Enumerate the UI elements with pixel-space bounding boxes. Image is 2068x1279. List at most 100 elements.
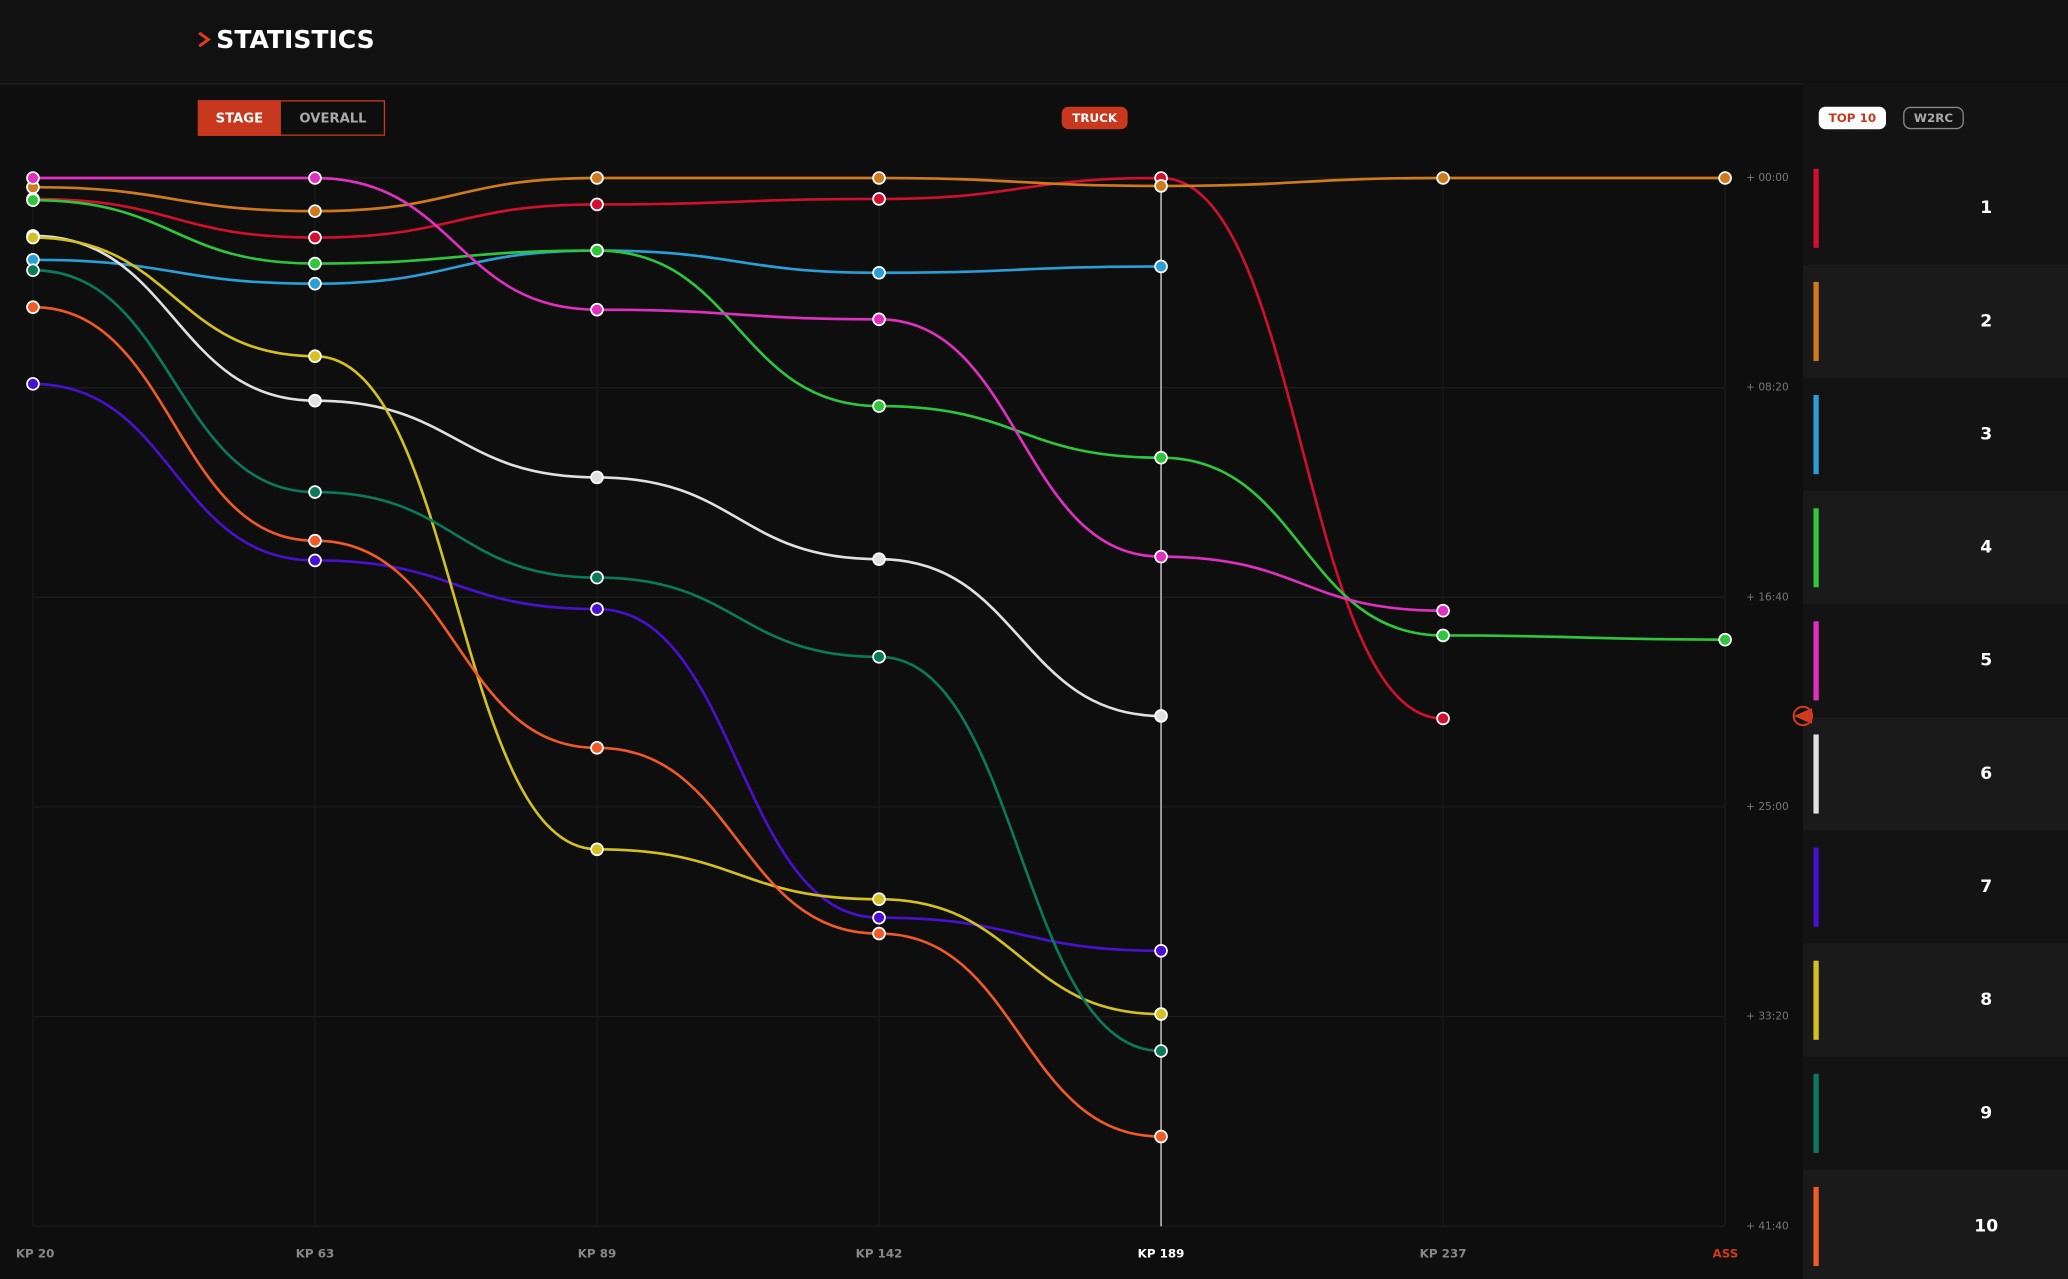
data-point bbox=[308, 393, 322, 408]
data-point bbox=[26, 300, 40, 314]
data-point bbox=[308, 171, 322, 185]
legend-row bbox=[1802, 830, 2068, 944]
header-bar bbox=[0, 0, 2068, 84]
data-point bbox=[590, 243, 604, 258]
top-label: TOP 10 bbox=[1829, 111, 1877, 125]
page-title: STATISTICS bbox=[216, 25, 374, 54]
data-point bbox=[1718, 171, 1732, 185]
legend-swatch bbox=[1813, 1073, 1819, 1153]
data-point bbox=[308, 204, 322, 218]
data-point bbox=[872, 192, 886, 206]
y-tick-label: + 00:00 bbox=[1746, 172, 1789, 184]
plot: + 00:00 + 08:20 + 16:40 + 25:00 + 33:20 + 41:… bbox=[16, 171, 1789, 1260]
legend-swatch bbox=[1813, 960, 1819, 1040]
data-point bbox=[590, 741, 604, 755]
data-point bbox=[1154, 1129, 1168, 1144]
legend-label: 10 bbox=[1974, 1216, 1998, 1236]
legend-row bbox=[1802, 943, 2068, 1057]
data-point bbox=[308, 553, 322, 568]
data-point bbox=[308, 256, 322, 271]
data-point bbox=[872, 926, 886, 941]
title-chevron bbox=[198, 31, 211, 48]
data-point bbox=[590, 470, 604, 485]
x-tick-label: KP 20 bbox=[16, 1246, 55, 1260]
data-point bbox=[26, 230, 40, 245]
legend-label: 9 bbox=[1980, 1103, 1992, 1123]
data-point bbox=[590, 171, 604, 185]
data-point bbox=[1154, 1044, 1168, 1058]
data-point bbox=[1154, 259, 1168, 274]
y-tick-label: + 16:40 bbox=[1746, 591, 1789, 603]
legend-label: 2 bbox=[1980, 311, 1992, 331]
y-tick-label: + 41:40 bbox=[1746, 1220, 1789, 1232]
data-point bbox=[872, 265, 886, 280]
legend-swatch bbox=[1813, 395, 1819, 475]
data-point bbox=[308, 349, 322, 363]
y-tick-label: + 25:00 bbox=[1746, 801, 1789, 813]
data-point bbox=[590, 842, 604, 857]
x-tick-label: ASS bbox=[1713, 1246, 1739, 1260]
legend-swatch bbox=[1813, 847, 1819, 927]
x-tick-label: KP 89 bbox=[578, 1246, 617, 1260]
data-point bbox=[872, 892, 886, 906]
stage-label: STAGE bbox=[216, 112, 263, 127]
legend-label: 7 bbox=[1980, 877, 1992, 897]
stage-button[interactable] bbox=[197, 100, 281, 136]
data-point bbox=[872, 910, 886, 925]
data-point bbox=[1154, 943, 1168, 958]
data-point bbox=[1436, 628, 1450, 643]
data-point bbox=[1436, 711, 1450, 726]
data-point bbox=[1154, 450, 1168, 465]
data-point bbox=[1154, 179, 1168, 193]
legend-row bbox=[1802, 491, 2068, 605]
data-point bbox=[1718, 632, 1732, 647]
legend-label: 5 bbox=[1980, 651, 1992, 671]
legend-row bbox=[1802, 1169, 2068, 1279]
legend-row bbox=[1802, 151, 2068, 265]
top-button[interactable] bbox=[1818, 106, 1886, 130]
legend-row bbox=[1802, 1056, 2068, 1170]
data-point bbox=[26, 263, 40, 278]
data-point bbox=[590, 302, 604, 317]
legend-label: 6 bbox=[1980, 764, 1992, 784]
data-point bbox=[872, 171, 886, 185]
legend-swatch bbox=[1813, 168, 1819, 248]
x-tick-label: KP 142 bbox=[856, 1246, 903, 1260]
legend-swatch bbox=[1813, 508, 1819, 588]
legend-label: 3 bbox=[1980, 424, 1992, 444]
data-point bbox=[872, 399, 886, 413]
x-tick-label: KP 189 bbox=[1138, 1246, 1185, 1260]
w2rc-button[interactable] bbox=[1903, 106, 1964, 130]
series-line bbox=[32, 176, 1444, 720]
data-point bbox=[26, 193, 40, 208]
y-tick-label: + 08:20 bbox=[1746, 382, 1789, 394]
legend-row bbox=[1802, 717, 2068, 831]
series-line bbox=[32, 236, 1162, 1016]
row-pointer bbox=[1793, 708, 1813, 724]
legend-label: 1 bbox=[1980, 198, 1992, 218]
x-tick-label: KP 63 bbox=[296, 1246, 335, 1260]
overall-label: OVERALL bbox=[299, 112, 367, 127]
data-point bbox=[1154, 1007, 1168, 1021]
data-point bbox=[308, 230, 322, 245]
legend-row bbox=[1802, 377, 2068, 492]
legend-row bbox=[1802, 604, 2068, 718]
y-tick-label: + 33:20 bbox=[1746, 1011, 1789, 1023]
data-point bbox=[308, 485, 322, 499]
data-point bbox=[590, 602, 604, 616]
data-point bbox=[1154, 549, 1168, 564]
legend-label: 8 bbox=[1980, 990, 1992, 1010]
legend-row bbox=[1802, 264, 2068, 378]
data-point bbox=[590, 570, 604, 585]
data-point bbox=[590, 197, 604, 212]
category-pill[interactable] bbox=[1061, 106, 1128, 130]
legend-label: 4 bbox=[1980, 538, 1992, 558]
category-label: TRUCK bbox=[1072, 111, 1118, 125]
data-point bbox=[1436, 171, 1450, 185]
data-point bbox=[872, 552, 886, 566]
data-point bbox=[308, 276, 322, 291]
data-point bbox=[26, 171, 40, 185]
